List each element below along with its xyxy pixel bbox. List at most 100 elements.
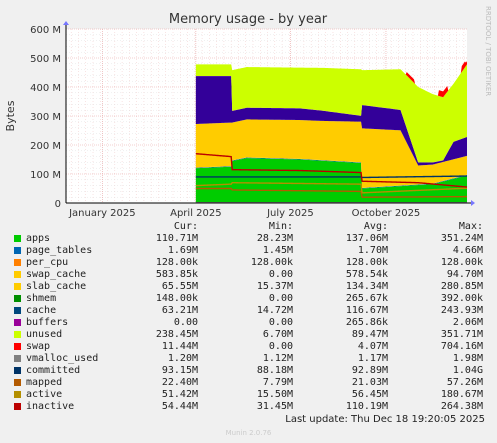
header-cur: Cur: (173, 221, 198, 232)
x-axis-arrow (471, 200, 475, 206)
legend-cur-value: 54.44M (161, 401, 198, 412)
legend-item-shmem: shmem 148.00k 0.00 265.67k 392.00k (0, 293, 497, 305)
legend-swatch (14, 247, 21, 254)
legend-min-value: 0.00 (268, 317, 293, 328)
legend-max-value: 57.26M (446, 377, 483, 388)
legend-label: slab_cache (26, 281, 87, 292)
legend-max-value: 128.00k (440, 257, 483, 268)
legend-cur-value: 11.44M (161, 341, 198, 352)
y-tick-label: 400 M (30, 83, 61, 94)
legend-cur-value: 0.00 (173, 317, 198, 328)
legend-cur-value: 51.42M (161, 389, 198, 400)
legend-min-value: 1.45M (262, 245, 293, 256)
legend-avg-value: 21.03M (351, 377, 388, 388)
legend-swatch (14, 235, 21, 242)
legend-label: mapped (26, 377, 63, 388)
legend-item-buffers: buffers 0.00 0.00 265.86k 2.06M (0, 317, 497, 329)
tick-labels: 0 100 M 200 M 300 M 400 M 500 M 600 M January 2… (30, 25, 420, 219)
legend-swatch (14, 283, 21, 290)
legend-cur-value: 63.21M (161, 305, 198, 316)
legend-swatch (14, 367, 21, 374)
legend-label: swap (26, 341, 51, 352)
legend-cur-value: 238.45M (155, 329, 198, 340)
legend-min-value: 14.72M (256, 305, 293, 316)
x-tick-label: October 2025 (352, 208, 421, 219)
legend-avg-value: 1.17M (357, 353, 388, 364)
legend-item-committed: committed 93.15M 88.18M 92.89M 1.04G (0, 365, 497, 377)
y-tick-label: 300 M (30, 112, 61, 123)
area-cache (195, 76, 467, 166)
legend-swatch (14, 355, 21, 362)
legend-cur-value: 583.85k (155, 269, 198, 280)
legend-item-unused: unused 238.45M 6.70M 89.47M 351.71M (0, 329, 497, 341)
legend-avg-value: 137.06M (345, 233, 388, 244)
legend-avg-value: 265.86k (345, 317, 388, 328)
legend-avg-value: 1.70M (357, 245, 388, 256)
legend-label: cache (26, 305, 57, 316)
legend-swatch (14, 319, 21, 326)
legend-item-page-tables: page_tables 1.69M 1.45M 1.70M 4.66M (0, 245, 497, 257)
legend-min-value: 0.00 (268, 269, 293, 280)
legend-cur-value: 22.40M (161, 377, 198, 388)
legend-max-value: 1.98M (452, 353, 483, 364)
legend-item-slab-cache: slab_cache 65.55M 15.37M 134.34M 280.85M (0, 281, 497, 293)
legend-avg-value: 265.67k (345, 293, 388, 304)
legend-label: apps (26, 233, 51, 244)
legend-label: page_tables (26, 245, 93, 256)
legend-swatch (14, 259, 21, 266)
legend-item-apps: apps 110.71M 28.23M 137.06M 351.24M (0, 233, 497, 245)
legend-avg-value: 56.45M (351, 389, 388, 400)
legend-item-swap-cache: swap_cache 583.85k 0.00 578.54k 94.70M (0, 269, 497, 281)
y-tick-label: 200 M (30, 141, 61, 152)
y-tick-label: 600 M (30, 25, 61, 36)
legend-swatch (14, 271, 21, 278)
legend-swatch (14, 343, 21, 350)
legend-item-per-cpu: per_cpu 128.00k 128.00k 128.00k 128.00k (0, 257, 497, 269)
legend-cur-value: 110.71M (155, 233, 198, 244)
legend-cur-value: 93.15M (161, 365, 198, 376)
legend-max-value: 1.04G (452, 365, 483, 376)
series-lines (195, 153, 468, 204)
legend-min-value: 6.70M (262, 329, 293, 340)
legend-swatch (14, 307, 21, 314)
legend-min-value: 28.23M (256, 233, 293, 244)
axes (63, 21, 475, 206)
legend-label: vmalloc_used (26, 353, 99, 364)
legend-min-value: 7.79M (262, 377, 293, 388)
legend-max-value: 704.16M (440, 341, 483, 352)
line-committed (195, 175, 468, 179)
legend-label: buffers (26, 317, 69, 328)
legend-avg-value: 134.34M (345, 281, 388, 292)
legend-label: swap_cache (26, 269, 87, 280)
line-inactive (195, 153, 468, 188)
x-tick-label: April 2025 (170, 208, 221, 219)
legend-min-value: 128.00k (250, 257, 293, 268)
legend-max-value: 243.93M (440, 305, 483, 316)
legend-max-value: 2.06M (452, 317, 483, 328)
legend-item-inactive: inactive 54.44M 31.45M 110.19M 264.38M (0, 401, 497, 413)
legend-label: shmem (26, 293, 57, 304)
header-min: Min: (268, 221, 293, 232)
legend-label: committed (26, 365, 81, 376)
legend-min-value: 0.00 (268, 341, 293, 352)
rrdtool-watermark: RRDTOOL / TOBI OETIKER (484, 6, 492, 96)
legend-avg-value: 92.89M (351, 365, 388, 376)
legend-min-value: 31.45M (256, 401, 293, 412)
header-max: Max: (458, 221, 483, 232)
y-axis-arrow (63, 21, 69, 25)
legend-header: Cur: Min: Avg: Max: (0, 221, 497, 233)
legend-min-value: 88.18M (256, 365, 293, 376)
legend-cur-value: 65.55M (161, 281, 198, 292)
legend-max-value: 264.38M (440, 401, 483, 412)
legend-cur-value: 1.20M (167, 353, 198, 364)
legend-label: unused (26, 329, 63, 340)
legend-min-value: 0.00 (268, 293, 293, 304)
munin-version: Munin 2.0.76 (225, 429, 272, 437)
legend-cur-value: 1.69M (167, 245, 198, 256)
legend-swatch (14, 295, 21, 302)
legend-avg-value: 89.47M (351, 329, 388, 340)
legend-max-value: 180.67M (440, 389, 483, 400)
legend-cur-value: 148.00k (155, 293, 198, 304)
area-slab-cache (195, 119, 467, 188)
